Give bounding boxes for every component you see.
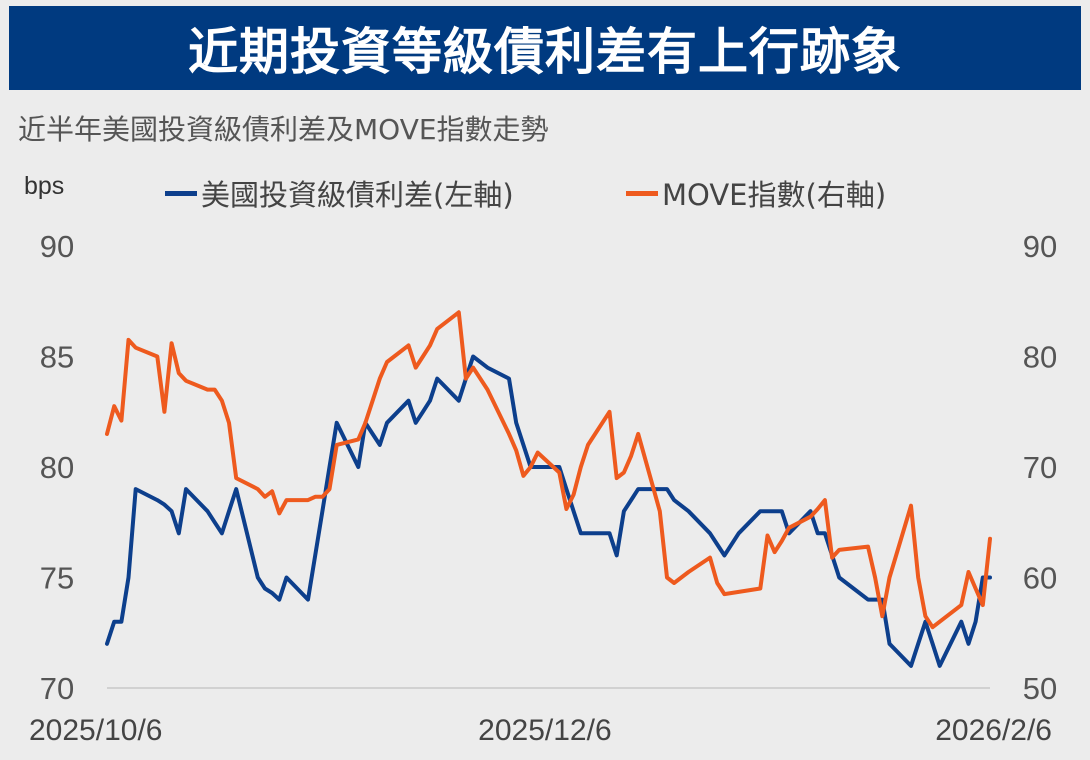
y-left-tick-label: 80 — [40, 450, 74, 485]
chart-title: 近半年美國投資級債利差及MOVE指數走勢 — [18, 113, 549, 146]
y-left-tick-label: 90 — [40, 229, 74, 264]
legend-swatch-move — [626, 190, 658, 196]
banner-title: 近期投資等級債利差有上行跡象 — [188, 23, 902, 81]
y-right-tick-label: 70 — [1023, 450, 1057, 485]
y-left-tick-label: 85 — [40, 340, 74, 375]
legend-item-spread: 美國投資級債利差(左軸) — [165, 172, 514, 214]
y-left-tick-label: 70 — [40, 671, 74, 706]
y-right-tick-label: 60 — [1023, 561, 1057, 596]
header-banner: 近期投資等級債利差有上行跡象 — [9, 6, 1081, 90]
series-layer — [105, 310, 992, 668]
x-tick-label: 2025/10/6 — [29, 714, 162, 747]
legend-label-spread: 美國投資級債利差(左軸) — [201, 178, 514, 212]
y-right-tick-label: 50 — [1023, 671, 1057, 706]
legend-item-move: MOVE指數(右軸) — [626, 172, 886, 214]
series-line-move — [105, 310, 992, 630]
x-tick-label: 2026/2/6 — [935, 714, 1052, 747]
series-line-spread — [105, 354, 992, 668]
y-axis-unit-label: bps — [24, 172, 65, 200]
y-right-tick-label: 90 — [1023, 229, 1057, 264]
legend-swatch-spread — [165, 190, 197, 196]
legend-label-move: MOVE指數(右軸) — [662, 178, 887, 212]
y-right-tick-label: 80 — [1023, 340, 1057, 375]
y-left-tick-label: 75 — [40, 561, 74, 596]
axes-layer: 70 75 80 85 90 50 60 70 80 90 2025/10/6 2025/12/6 20… — [29, 229, 1057, 747]
x-tick-label: 2025/12/6 — [478, 714, 611, 747]
